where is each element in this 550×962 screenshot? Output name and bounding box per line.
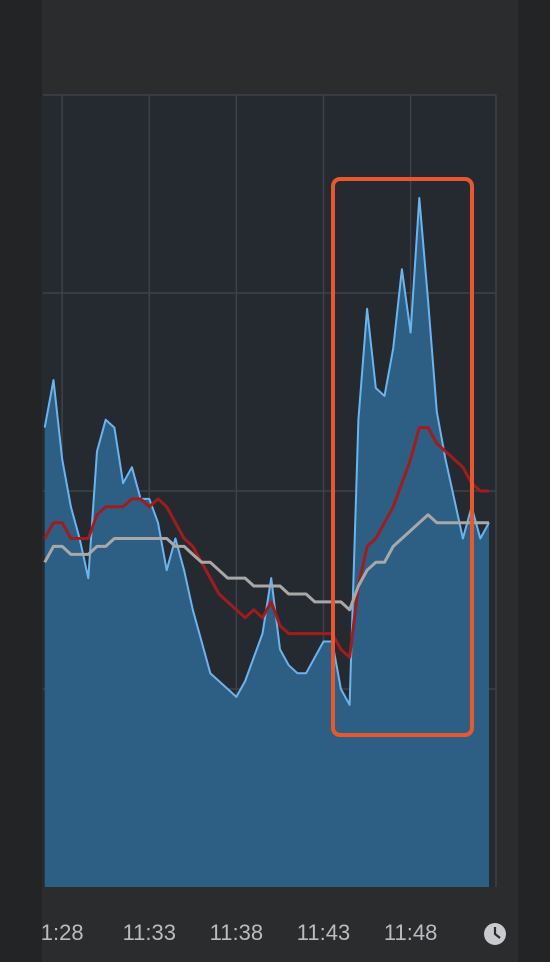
line	[43, 426, 489, 659]
area-fill	[44, 198, 490, 887]
left-edge	[0, 0, 42, 962]
clock-icon	[484, 923, 506, 945]
area-line	[43, 197, 490, 706]
highlight-box	[331, 177, 474, 737]
line	[43, 513, 489, 612]
plot-layer	[43, 94, 497, 887]
x-tick-label: 11:33	[123, 920, 176, 945]
x-tick-label: 11:38	[210, 920, 263, 945]
x-tick-label: 1:28	[41, 920, 84, 945]
x-tick-label: 11:43	[297, 920, 350, 945]
x-tick-label: 11:48	[384, 920, 437, 945]
right-edge	[518, 0, 550, 962]
